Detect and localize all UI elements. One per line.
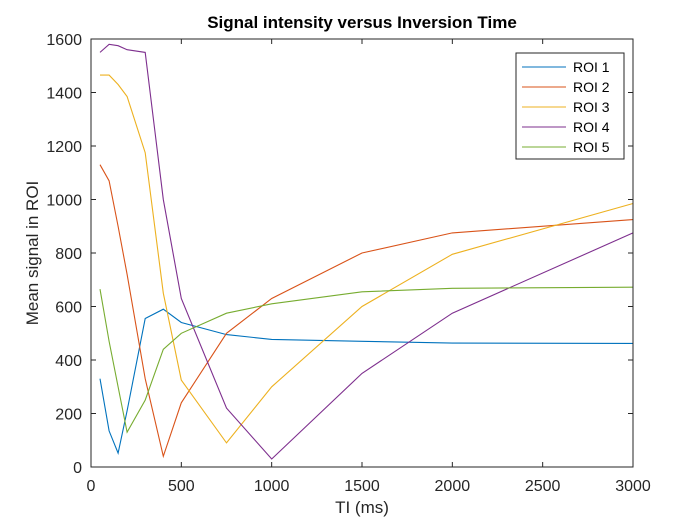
legend-label-roi-5: ROI 5: [573, 139, 610, 155]
y-tick-label: 0: [73, 460, 82, 477]
tick-layer: 0 500 1000 1500 2000 2500 3000 0 200 400 600 800 100…: [46, 32, 650, 495]
y-tick-label: 800: [55, 246, 82, 263]
chart-title: Signal intensity versus Inversion Time: [207, 13, 517, 32]
x-tick-label: 0: [87, 478, 96, 495]
y-tick-label: 400: [55, 353, 82, 370]
series-line-roi-4: [99, 43, 634, 460]
x-axis-label: TI (ms): [335, 498, 389, 517]
y-tick-label: 200: [55, 407, 82, 424]
series-layer: [99, 43, 634, 460]
legend-box: [515, 52, 625, 160]
x-tick-label: 2500: [525, 478, 561, 495]
legend-label-roi-3: ROI 3: [573, 99, 610, 115]
series-line-roi-2: [99, 164, 634, 459]
series-line-roi-5: [99, 286, 634, 434]
legend-label-roi-4: ROI 4: [573, 119, 610, 135]
legend-label-roi-1: ROI 1: [573, 59, 610, 75]
y-tick-label: 1600: [46, 32, 82, 49]
x-tick-label: 1500: [344, 478, 380, 495]
x-tick-label: 500: [168, 478, 195, 495]
x-tick-label: 1000: [254, 478, 290, 495]
y-tick-label: 1400: [46, 86, 82, 103]
series-line-roi-1: [99, 308, 634, 455]
x-tick-label: 2000: [435, 478, 471, 495]
series-line-roi-3: [100, 74, 634, 444]
y-tick-label: 1000: [46, 193, 82, 210]
y-tick-label: 600: [55, 300, 82, 317]
legend-label-roi-2: ROI 2: [573, 79, 610, 95]
y-tick-label: 1200: [46, 139, 82, 156]
y-axis-label: Mean signal in ROI: [23, 181, 42, 326]
legend: ROI 1 ROI 2 ROI 3 ROI 4 ROI 5: [515, 52, 625, 160]
x-tick-label: 3000: [615, 478, 651, 495]
